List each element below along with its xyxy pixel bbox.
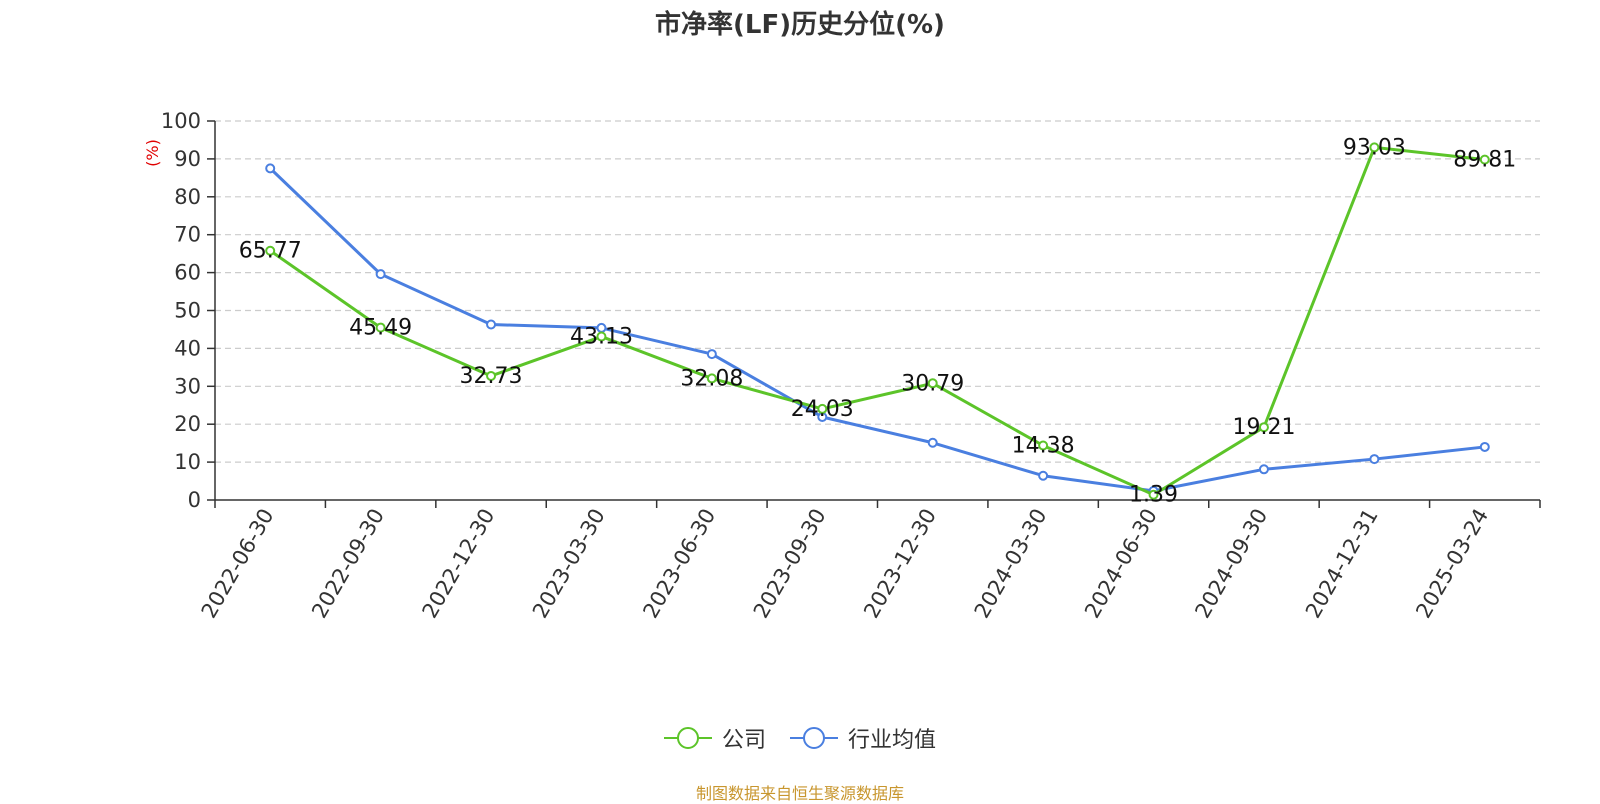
data-label: 93.03 (1343, 135, 1406, 160)
data-label: 89.81 (1453, 148, 1516, 173)
legend-label-industry-average: 行业均值 (848, 728, 937, 753)
x-tick-label: 2025-03-24 (1411, 505, 1493, 623)
data-label: 19.21 (1232, 415, 1295, 440)
line-chart: 0 10 20 30 40 50 60 70 80 90 100 2022-06-30 2022-09-… (143, 109, 1541, 623)
data-point (927, 437, 938, 448)
data-label: 65.77 (239, 239, 302, 264)
y-tick-label: 20 (174, 412, 201, 436)
y-tick-label: 50 (174, 299, 201, 323)
x-tick-label: 2023-12-30 (859, 504, 941, 622)
data-point (706, 373, 717, 384)
data-point (1258, 422, 1269, 433)
y-axis-label: (%) (143, 139, 162, 167)
data-point (927, 378, 938, 389)
data-point (1038, 470, 1049, 481)
y-tick-label: 10 (174, 450, 201, 474)
x-tick-label: 2023-03-30 (528, 505, 610, 623)
grid-lines (215, 120, 1540, 463)
data-point (486, 370, 497, 381)
x-tick-label: 2024-06-30 (1080, 505, 1162, 623)
y-tick-label: 30 (174, 374, 201, 398)
chart-title: 市净率(LF)历史分位(%) (655, 10, 945, 40)
data-point (1479, 441, 1490, 452)
legend-label-company: 公司 (721, 728, 766, 753)
data-point (375, 269, 386, 280)
data-source-note: 制图数据来自恒生聚源数据库 (695, 784, 904, 803)
y-tick-label: 70 (174, 223, 201, 247)
data-label: 32.08 (680, 366, 743, 391)
x-tick-label: 2024-03-30 (970, 505, 1052, 623)
data-label: 30.79 (901, 371, 964, 396)
data-point (706, 349, 717, 360)
data-point (1479, 154, 1490, 165)
legend-item-industry-average[interactable]: 行业均值 (790, 722, 936, 754)
legend-marker-company (663, 727, 712, 749)
axes: 0 10 20 30 40 50 60 70 80 90 100 2022-06-30 2022-09-… (161, 109, 1541, 623)
y-tick-label: 40 (174, 336, 201, 360)
y-tick-label: 0 (188, 488, 201, 512)
series-line (269, 145, 1485, 497)
data-point (596, 331, 607, 342)
data-point (1258, 464, 1269, 475)
data-label: 24.03 (791, 397, 854, 422)
data-point (265, 245, 276, 256)
legend-marker-industry-average (790, 727, 838, 749)
x-tick-label: 2022-12-30 (418, 504, 500, 622)
series-line (269, 167, 1485, 493)
data-point (1369, 454, 1380, 465)
data-point (1369, 142, 1380, 153)
y-tick-label: 80 (174, 185, 201, 209)
data-point (1038, 440, 1049, 451)
x-tick-label: 2022-06-30 (197, 505, 279, 623)
data-label: 14.38 (1012, 433, 1075, 458)
series-group (265, 142, 1490, 500)
x-tick-label: 2023-06-30 (638, 505, 720, 623)
legend: 公司 行业均值 (0, 722, 1600, 754)
data-point (817, 403, 828, 414)
x-tick-label: 2024-12-31 (1301, 505, 1383, 623)
data-label: 32.73 (460, 364, 523, 389)
data-labels: 65.77 45.49 32.73 43.13 32.08 24.03 30.79 14.38… (239, 135, 1517, 507)
data-label: 1.39 (1129, 483, 1178, 508)
data-point (265, 163, 276, 174)
data-point (1148, 489, 1159, 500)
x-tick-label: 2024-09-30 (1190, 505, 1272, 623)
data-point (486, 319, 497, 330)
legend-item-company[interactable]: 公司 (663, 722, 766, 754)
x-tick-label: 2022-09-30 (307, 505, 389, 623)
y-tick-label: 100 (161, 109, 201, 133)
data-point (375, 322, 386, 333)
y-tick-label: 90 (174, 147, 201, 171)
data-label: 43.13 (570, 325, 633, 350)
data-label: 45.49 (349, 316, 412, 341)
y-tick-label: 60 (174, 261, 201, 285)
x-tick-label: 2023-09-30 (749, 505, 831, 623)
